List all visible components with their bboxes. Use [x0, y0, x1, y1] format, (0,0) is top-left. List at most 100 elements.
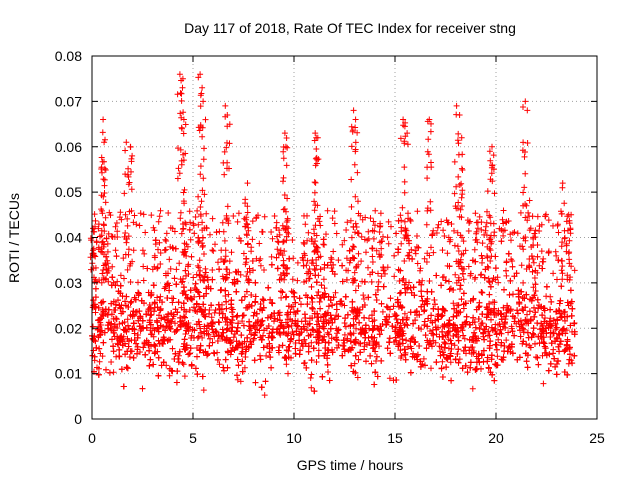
data-point	[154, 304, 161, 311]
data-point	[505, 218, 512, 224]
data-point	[498, 339, 505, 346]
data-point	[224, 139, 230, 146]
data-point	[169, 345, 176, 352]
data-point	[194, 301, 200, 308]
data-point	[258, 318, 265, 325]
data-point	[119, 320, 126, 327]
data-point	[311, 388, 318, 395]
data-point	[365, 228, 372, 235]
data-point	[101, 190, 108, 196]
data-point	[101, 176, 108, 183]
data-point	[200, 242, 206, 249]
data-point	[439, 374, 446, 380]
data-point	[143, 324, 150, 331]
data-point	[363, 249, 369, 256]
data-point	[201, 145, 207, 152]
data-point	[373, 247, 380, 254]
data-point	[296, 351, 303, 358]
data-point	[304, 294, 311, 301]
data-point	[416, 311, 423, 318]
data-point	[419, 361, 426, 368]
data-point	[197, 306, 204, 313]
data-point	[547, 306, 554, 313]
data-point	[493, 362, 500, 369]
data-point	[556, 341, 563, 348]
data-point	[178, 97, 185, 104]
data-point	[212, 328, 219, 335]
data-point	[558, 210, 565, 217]
data-point	[260, 297, 267, 304]
data-point	[209, 215, 216, 222]
data-point	[110, 279, 117, 286]
data-point	[473, 365, 480, 372]
data-point	[127, 260, 134, 267]
data-point	[268, 229, 275, 235]
data-point	[564, 338, 571, 345]
data-point	[117, 305, 124, 312]
data-point	[262, 378, 269, 385]
data-point	[557, 338, 564, 345]
data-point	[253, 310, 260, 317]
data-point	[535, 333, 542, 340]
data-point	[478, 252, 485, 259]
data-point	[186, 208, 193, 215]
data-point	[565, 302, 572, 309]
data-point	[175, 359, 182, 366]
data-point	[220, 310, 226, 317]
data-point	[238, 297, 245, 304]
data-point	[241, 364, 248, 371]
data-point	[424, 337, 431, 344]
data-point	[162, 246, 169, 253]
data-point	[491, 312, 498, 318]
data-point	[155, 354, 162, 361]
data-point	[490, 309, 497, 316]
data-point	[413, 243, 420, 250]
data-point	[239, 312, 246, 319]
data-point	[183, 241, 190, 248]
data-point	[539, 258, 546, 265]
data-point	[517, 209, 524, 216]
data-point	[101, 139, 108, 146]
data-point	[421, 322, 428, 329]
data-point	[154, 324, 161, 331]
data-point	[343, 276, 350, 283]
data-point	[157, 207, 164, 214]
data-point	[231, 346, 238, 353]
data-point	[369, 253, 376, 260]
data-point	[278, 322, 285, 329]
data-point	[113, 253, 120, 260]
data-point	[134, 334, 141, 341]
data-point	[313, 334, 319, 341]
data-point	[361, 296, 367, 302]
data-point	[216, 319, 223, 326]
data-point	[119, 308, 126, 315]
data-point	[185, 271, 192, 277]
data-point	[197, 267, 204, 274]
data-point	[269, 235, 276, 242]
data-point	[552, 320, 559, 327]
data-point	[170, 313, 177, 320]
data-point	[305, 348, 312, 355]
data-point	[377, 223, 384, 229]
data-point	[384, 319, 391, 326]
data-point	[249, 218, 256, 225]
data-point	[315, 318, 322, 325]
data-point	[528, 244, 535, 250]
data-point	[539, 265, 546, 272]
data-point	[300, 239, 307, 246]
data-point	[230, 213, 237, 219]
data-point	[125, 165, 132, 172]
data-point	[323, 320, 330, 327]
data-point	[439, 358, 446, 365]
data-point	[368, 278, 375, 285]
data-point	[215, 332, 222, 339]
data-point	[334, 330, 341, 337]
data-point	[191, 334, 197, 341]
data-point	[383, 303, 390, 310]
data-point	[115, 297, 121, 304]
data-point	[369, 259, 376, 265]
data-point	[150, 224, 157, 231]
data-point	[376, 331, 383, 338]
data-point	[234, 218, 241, 225]
data-point	[100, 298, 107, 305]
